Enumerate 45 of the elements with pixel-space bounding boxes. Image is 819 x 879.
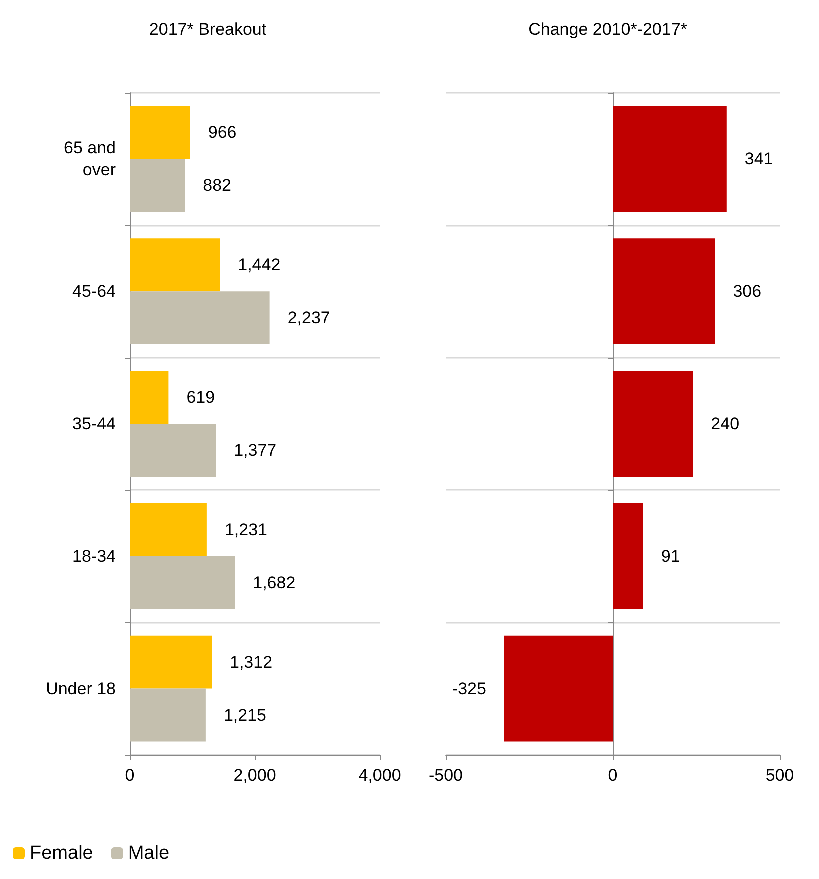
x-tick-label: 0 — [125, 766, 135, 785]
bar — [130, 688, 206, 742]
data-label: 91 — [661, 546, 680, 566]
bar — [130, 238, 220, 292]
data-label: 1,682 — [253, 573, 296, 592]
data-label: 240 — [711, 414, 740, 434]
data-label: -325 — [452, 679, 486, 698]
data-label: 619 — [186, 388, 216, 408]
chart-title: 2017* Breakout — [149, 20, 267, 39]
data-label: 1,215 — [224, 706, 266, 725]
data-label: 882 — [203, 176, 232, 196]
x-tick-label: 2,000 — [234, 766, 276, 785]
bar — [130, 106, 190, 160]
data-label: 1,231 — [224, 520, 268, 540]
bar — [130, 371, 169, 424]
bar — [613, 106, 727, 212]
legend-label: Female — [30, 843, 94, 864]
x-tick-label: -500 — [428, 766, 464, 785]
bar — [613, 238, 716, 345]
legend-label: Male — [128, 843, 170, 864]
y-tick-label: 35-44 — [72, 414, 116, 434]
data-label: 1,312 — [230, 652, 273, 672]
data-label: 966 — [208, 123, 237, 142]
bar — [613, 503, 644, 610]
bar — [504, 636, 613, 742]
x-tick-label: 500 — [766, 766, 794, 785]
data-label: 1,442 — [238, 256, 281, 275]
data-label: 1,377 — [234, 440, 277, 460]
bar — [130, 292, 270, 345]
data-label: 341 — [744, 150, 774, 169]
chart-title: Change 2010*-2017* — [528, 20, 688, 39]
x-tick-label: 4,000 — [358, 766, 402, 785]
bar — [130, 636, 212, 689]
y-tick-label: 45-64 — [72, 282, 116, 302]
bar — [130, 159, 186, 212]
bar — [130, 556, 236, 610]
x-tick-label: 0 — [608, 766, 618, 785]
bar — [130, 503, 207, 556]
bar — [130, 424, 216, 477]
data-label: 306 — [733, 282, 762, 302]
data-label: 2,237 — [288, 308, 330, 328]
y-tick-label: 65 and over — [64, 138, 116, 180]
y-tick-label: Under 18 — [46, 679, 116, 698]
y-tick-label: 18-34 — [72, 546, 116, 566]
bar — [613, 371, 694, 477]
